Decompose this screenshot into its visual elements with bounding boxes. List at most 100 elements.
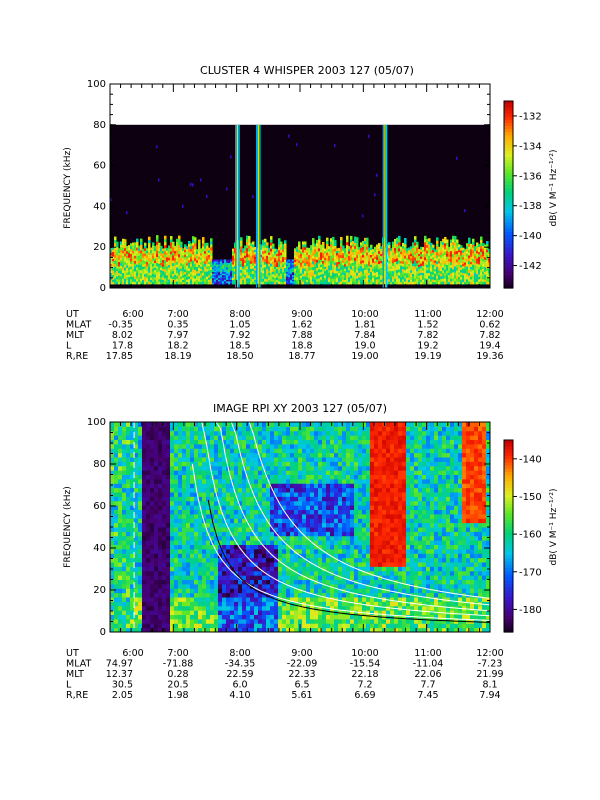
spectrogram-cell xyxy=(210,461,215,467)
spectrogram-cell xyxy=(300,249,303,252)
spectrogram-cell xyxy=(412,247,415,251)
spectrogram-cell xyxy=(114,266,117,270)
spectrogram-cell xyxy=(308,268,311,271)
spectrogram-cell xyxy=(460,257,463,261)
spectrogram-cell xyxy=(134,500,139,506)
spectrogram-cell xyxy=(442,244,445,248)
spectrogram-cell xyxy=(130,483,135,489)
spectrogram-cell xyxy=(214,513,219,519)
spectrogram-cell xyxy=(336,277,339,280)
spectrogram-cell xyxy=(182,257,185,260)
spectrogram-cell xyxy=(368,261,371,264)
spectrogram-cell xyxy=(162,531,167,537)
spectrogram-cell xyxy=(150,483,155,489)
spectrogram-cell xyxy=(468,266,471,270)
spectrogram-cell xyxy=(374,258,377,262)
ephemeris-value: 8.02 xyxy=(112,330,133,341)
spectrogram-cell xyxy=(234,527,239,532)
spectrogram-cell xyxy=(158,601,163,607)
spectrogram-cell xyxy=(186,474,191,480)
spectrogram-cell xyxy=(390,268,393,272)
spectrogram-cell xyxy=(212,276,215,279)
spectrogram-cell xyxy=(248,259,251,264)
spectrogram-cell xyxy=(122,509,127,515)
spectrogram-cell xyxy=(166,422,171,427)
spectrogram-cell xyxy=(214,282,217,285)
spectrogram-cell xyxy=(174,260,177,263)
spectrogram-cell xyxy=(268,279,271,283)
spectrogram-cell xyxy=(206,509,211,515)
spectrogram-cell xyxy=(126,246,129,249)
spectrogram-cell xyxy=(238,553,243,559)
spectrogram-cell xyxy=(342,245,345,249)
spectrogram-cell xyxy=(218,562,223,567)
spectrogram-cell xyxy=(226,570,231,576)
spectrogram-cell xyxy=(222,422,227,427)
spectrogram-cell xyxy=(394,253,397,257)
ephemeris-value: 18.2 xyxy=(167,341,188,352)
spectrogram-cell xyxy=(158,439,163,445)
spectrogram-cell xyxy=(116,246,119,251)
spectrogram-cell xyxy=(154,575,159,580)
spectrogram-cell xyxy=(416,268,419,272)
spectrogram-cell xyxy=(344,257,347,260)
spectrogram-cell xyxy=(418,281,421,285)
spectrogram-cell xyxy=(110,500,115,506)
spectrogram-cell xyxy=(218,618,223,624)
spectrogram-cell xyxy=(450,258,453,263)
spectrogram-cell xyxy=(198,245,201,249)
spectrogram-cell xyxy=(186,522,191,528)
spectrogram-cell xyxy=(176,266,179,271)
spectrogram-cell xyxy=(322,252,325,256)
spectrogram-cell xyxy=(242,522,247,528)
spectrogram-cell xyxy=(190,623,195,629)
spectrogram-cell xyxy=(380,276,383,280)
spectrogram-cell xyxy=(268,252,271,255)
spectrogram-cell xyxy=(170,452,175,458)
spectrogram-cell xyxy=(454,277,457,282)
spectrogram-cell xyxy=(140,261,143,265)
spectrogram-cell xyxy=(234,487,239,493)
spectrogram-cell xyxy=(206,268,209,272)
spectrogram-cell xyxy=(462,281,465,285)
spectrogram-cell xyxy=(306,274,309,278)
spectrogram-cell xyxy=(378,273,381,277)
spectrogram-cell xyxy=(344,279,347,283)
spectrogram-cell xyxy=(202,439,207,445)
spectrogram-cell xyxy=(186,597,191,602)
spectrogram-cell xyxy=(412,257,415,262)
spectrogram-cell xyxy=(168,271,171,275)
spectrogram-cell xyxy=(330,272,333,276)
spectrogram-cell xyxy=(416,249,419,253)
spectrogram-cell xyxy=(424,256,427,261)
spectrogram-cell xyxy=(292,264,295,267)
spectrogram-cell xyxy=(190,540,195,545)
spectrogram-cell xyxy=(392,254,395,258)
spectrogram-cell xyxy=(484,259,487,263)
spectrogram-cell xyxy=(246,623,251,629)
spectrogram-cell xyxy=(122,470,127,475)
spectrogram-cell xyxy=(368,251,371,255)
spectrogram-cell xyxy=(348,255,351,259)
spectrogram-cell xyxy=(152,263,155,267)
spectrogram-cell xyxy=(162,439,167,445)
spectrogram-cell xyxy=(458,261,461,265)
spectrogram-cell xyxy=(338,274,341,278)
spectrogram-cell xyxy=(138,487,143,493)
spectrogram-cell xyxy=(218,627,223,633)
spectrogram-cell xyxy=(464,257,467,261)
spectrogram-cell xyxy=(402,273,405,277)
spectrogram-cell xyxy=(190,575,195,580)
spectrogram-cell xyxy=(224,264,227,267)
spectrogram-cell xyxy=(254,265,257,269)
spectrogram-cell xyxy=(122,278,125,282)
colorbar: -132-134-136-138-140-142 xyxy=(503,100,542,289)
spectrogram-cell xyxy=(348,250,351,254)
spectrogram-cell xyxy=(444,257,447,261)
spectrogram-cell xyxy=(190,605,195,611)
spectrogram-cell xyxy=(112,253,115,257)
spectrogram-cell xyxy=(234,531,239,537)
spectrogram-cell xyxy=(250,260,253,264)
spectrogram-cell xyxy=(184,244,187,248)
spectrogram-cell xyxy=(378,245,381,249)
